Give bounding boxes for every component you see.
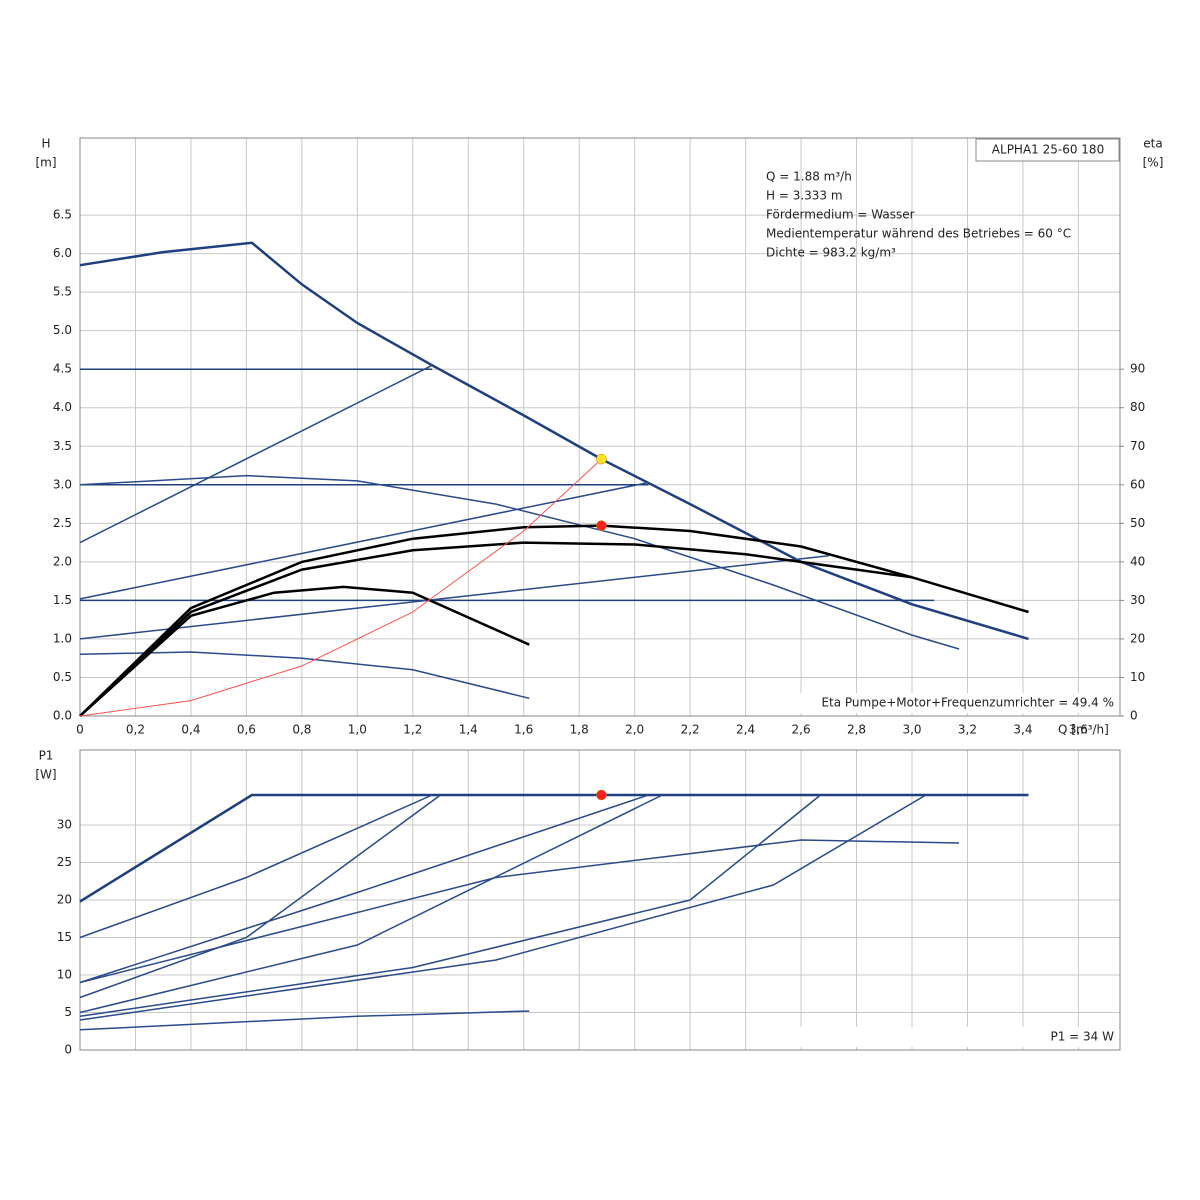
curve — [79, 794, 663, 1014]
y-tick-label: 6.0 — [53, 246, 72, 260]
y-tick-label: 10 — [57, 968, 72, 982]
operating-point — [596, 789, 607, 801]
x-axis-label: Q [m³/h] — [1058, 723, 1109, 737]
y-axis-unit: [W] — [35, 768, 56, 782]
x-tick-label: 2,8 — [847, 723, 866, 737]
curve — [79, 458, 602, 717]
y-axis-unit: [m] — [35, 156, 56, 170]
y-tick-label: 0.5 — [53, 670, 72, 684]
curve — [79, 794, 649, 984]
footer-bg — [776, 1027, 1116, 1047]
curve — [79, 524, 1029, 717]
y-tick-label: 2.0 — [53, 554, 72, 568]
x-tick-label: 3,0 — [902, 723, 921, 737]
curve — [79, 794, 433, 939]
annotation: Dichte = 983.2 kg/m³ — [766, 246, 896, 260]
curve — [79, 481, 649, 600]
curve — [79, 241, 1029, 641]
y-tick-label: 4.5 — [53, 362, 72, 376]
plot-frame — [79, 137, 1121, 717]
x-tick-label: 0,6 — [237, 723, 256, 737]
curve — [79, 554, 829, 640]
curve — [79, 793, 1029, 903]
curve — [79, 541, 913, 717]
annotation: Medientemperatur während des Betriebes =… — [766, 227, 1071, 241]
y-tick-label: 4.0 — [53, 400, 72, 414]
y-tick-label: 5 — [64, 1005, 72, 1019]
y-tick-label: 0.0 — [53, 709, 72, 723]
y-tick-label: 5.0 — [53, 323, 72, 337]
y-axis-label: P1 — [39, 749, 54, 763]
y2-tick-label: 30 — [1130, 593, 1145, 607]
footer-label: Eta Pumpe+Motor+Frequenzumrichter = 49.4… — [821, 696, 1114, 710]
y-tick-label: 3.5 — [53, 439, 72, 453]
x-tick-label: 0 — [76, 723, 84, 737]
y-axis-label: H — [41, 137, 50, 151]
curve — [79, 794, 927, 1021]
curve — [79, 585, 530, 717]
y2-tick-label: 70 — [1130, 439, 1145, 453]
curve — [79, 794, 441, 999]
x-tick-label: 0,2 — [126, 723, 145, 737]
y-tick-label: 20 — [57, 893, 72, 907]
x-tick-label: 1,8 — [570, 723, 589, 737]
y2-tick-label: 90 — [1130, 362, 1145, 376]
footer-bg — [776, 693, 1116, 713]
x-tick-label: 3,2 — [958, 723, 977, 737]
x-tick-label: 2,0 — [625, 723, 644, 737]
x-tick-label: 0,8 — [292, 723, 311, 737]
y2-tick-label: 40 — [1130, 554, 1145, 568]
y2-axis-label: eta — [1143, 137, 1162, 151]
y-tick-label: 0 — [64, 1043, 72, 1057]
curve — [79, 474, 960, 650]
y-tick-label: 3.0 — [53, 477, 72, 491]
legend-box — [975, 138, 1120, 162]
annotation: Q = 1.88 m³/h — [766, 170, 852, 184]
y2-tick-label: 80 — [1130, 400, 1145, 414]
x-tick-label: 1,0 — [348, 723, 367, 737]
x-tick-label: 0,4 — [181, 723, 200, 737]
y-tick-label: 25 — [57, 855, 72, 869]
legend-title: ALPHA1 25-60 180 — [992, 143, 1104, 157]
annotation: Fördermedium = Wasser — [766, 208, 915, 222]
annotation: H = 3.333 m — [766, 189, 843, 203]
x-tick-label: 2,6 — [792, 723, 811, 737]
y-tick-label: 1.5 — [53, 593, 72, 607]
y2-axis-unit: [%] — [1143, 156, 1164, 170]
curve — [79, 364, 433, 544]
y2-tick-label: 60 — [1130, 477, 1145, 491]
y2-tick-label: 20 — [1130, 631, 1145, 645]
operating-point — [596, 453, 607, 465]
y2-tick-label: 10 — [1130, 670, 1145, 684]
x-tick-label: 2,2 — [681, 723, 700, 737]
y-tick-label: 30 — [57, 818, 72, 832]
y-tick-label: 5.5 — [53, 285, 72, 299]
curve — [79, 1010, 530, 1031]
y-tick-label: 2.5 — [53, 516, 72, 530]
x-tick-label: 1,2 — [403, 723, 422, 737]
y-tick-label: 6.5 — [53, 208, 72, 222]
footer-label: P1 = 34 W — [1050, 1030, 1114, 1044]
curve — [79, 651, 530, 700]
plot-frame — [79, 749, 1121, 1051]
x-tick-label: 1,6 — [514, 723, 533, 737]
curve — [79, 839, 960, 984]
y-tick-label: 1.0 — [53, 631, 72, 645]
y2-tick-label: 50 — [1130, 516, 1145, 530]
x-tick-label: 3,4 — [1013, 723, 1032, 737]
y-tick-label: 15 — [57, 930, 72, 944]
x-tick-label: 2,4 — [736, 723, 755, 737]
x-tick-label: 3,6 — [1069, 723, 1088, 737]
y2-tick-label: 0 — [1130, 709, 1138, 723]
x-tick-label: 1,4 — [459, 723, 478, 737]
curve — [79, 794, 821, 1018]
operating-point — [596, 520, 607, 531]
